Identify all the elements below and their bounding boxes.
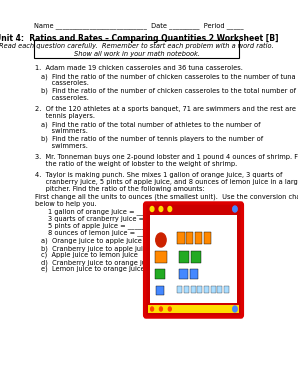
Circle shape <box>150 307 153 311</box>
Text: Liquid: Liquid <box>180 217 207 226</box>
Bar <box>148 305 239 313</box>
Text: Measurement: Measurement <box>166 224 221 230</box>
Bar <box>177 286 182 293</box>
Text: a)  Find the ratio of the total number of athletes to the number of: a) Find the ratio of the total number of… <box>41 121 260 127</box>
Circle shape <box>159 207 163 212</box>
Circle shape <box>233 306 237 312</box>
Text: =: = <box>169 255 176 264</box>
Text: 3.  Mr. Tonneman buys one 2-pound lobster and 1 pound 4 ounces of shrimp. Find: 3. Mr. Tonneman buys one 2-pound lobster… <box>35 154 298 160</box>
Circle shape <box>156 233 166 247</box>
Bar <box>179 251 189 263</box>
Bar <box>156 286 164 295</box>
Text: pitcher. Find the ratio of the following amounts:: pitcher. Find the ratio of the following… <box>35 186 205 192</box>
Text: 1.  Adam made 19 chicken casseroles and 36 tuna casseroles.: 1. Adam made 19 chicken casseroles and 3… <box>35 65 243 71</box>
Text: 2 pints: 2 pints <box>180 267 198 272</box>
Text: b)  Find the ratio of the number of chicken casseroles to the total number of: b) Find the ratio of the number of chick… <box>41 88 296 95</box>
Text: 4.  Taylor is making punch. She mixes 1 gallon of orange juice, 3 quarts of: 4. Taylor is making punch. She mixes 1 g… <box>35 172 283 178</box>
Bar <box>190 286 196 293</box>
Bar <box>191 251 201 263</box>
Text: Name ___________________________  Date _________  Period _____: Name ___________________________ Date __… <box>34 22 243 29</box>
Bar <box>34 40 239 58</box>
Bar <box>186 232 193 244</box>
Bar <box>210 286 216 293</box>
Bar <box>150 215 237 303</box>
Circle shape <box>168 307 171 311</box>
Text: 1 quart: 1 quart <box>151 258 171 263</box>
Bar <box>179 269 187 279</box>
Bar <box>184 286 189 293</box>
Bar <box>204 232 211 244</box>
Text: cranberry juice, 5 pints of apple juice, and 8 ounces of lemon juice in a large: cranberry juice, 5 pints of apple juice,… <box>35 179 298 185</box>
Text: =: = <box>169 273 176 282</box>
Bar <box>224 286 229 293</box>
Text: d)  Cranberry juice to orange juice: d) Cranberry juice to orange juice <box>41 259 156 266</box>
Text: 2.  Of the 120 athletes at a sports banquet, 71 are swimmers and the rest are: 2. Of the 120 athletes at a sports banqu… <box>35 106 296 112</box>
FancyBboxPatch shape <box>145 203 242 317</box>
Text: 1 gallon of orange juice = ________ ounces: 1 gallon of orange juice = ________ ounc… <box>49 208 190 215</box>
Text: a)  Orange juice to apple juice: a) Orange juice to apple juice <box>41 238 142 244</box>
Text: casseroles.: casseroles. <box>41 95 89 101</box>
Text: =: = <box>169 290 176 299</box>
Text: 1 cup: 1 cup <box>153 294 168 299</box>
Text: 1 pint: 1 pint <box>153 278 169 283</box>
Text: Unit 4:  Ratios and Rates – Comparing Quantities 2 Worksheet [B]: Unit 4: Ratios and Rates – Comparing Qua… <box>0 34 278 43</box>
Circle shape <box>150 207 154 212</box>
Text: 8 ounces: 8 ounces <box>195 297 219 302</box>
Bar <box>177 232 185 244</box>
Text: 8 ounces of lemon juice = _______ ounces: 8 ounces of lemon juice = _______ ounces <box>49 229 187 236</box>
Text: a)  Find the ratio of the number of chicken casseroles to the number of tuna: a) Find the ratio of the number of chick… <box>41 73 296 80</box>
Text: the ratio of the weight of lobster to the weight of shrimp.: the ratio of the weight of lobster to th… <box>35 161 238 167</box>
Bar <box>155 251 167 263</box>
Text: 4 quarts: 4 quarts <box>182 248 205 253</box>
Text: 3 quarts of cranberry juice = _______ ounces: 3 quarts of cranberry juice = _______ ou… <box>49 215 196 222</box>
Text: 5 pints of apple juice = _______ ounces: 5 pints of apple juice = _______ ounces <box>49 222 178 229</box>
Text: c)  Apple juice to lemon juice: c) Apple juice to lemon juice <box>41 252 138 259</box>
Text: b)  Find the ratio of the number of tennis players to the number of: b) Find the ratio of the number of tenni… <box>41 136 263 142</box>
Text: swimmers.: swimmers. <box>41 128 88 134</box>
Circle shape <box>168 207 172 212</box>
Circle shape <box>233 206 237 212</box>
Text: =: = <box>169 238 176 247</box>
Text: 2 cups: 2 cups <box>179 283 197 288</box>
Bar <box>155 269 165 279</box>
Text: swimmers.: swimmers. <box>41 143 88 149</box>
Text: e)  Lemon juice to orange juice: e) Lemon juice to orange juice <box>41 266 145 273</box>
Circle shape <box>159 307 162 311</box>
Bar <box>190 269 198 279</box>
Text: b)  Cranberry juice to apple juice: b) Cranberry juice to apple juice <box>41 245 151 252</box>
Text: First change all the units to ounces (the smallest unit).  Use the conversion ch: First change all the units to ounces (th… <box>35 194 298 200</box>
Bar <box>197 286 202 293</box>
Text: Show all work in your math notebook.: Show all work in your math notebook. <box>74 51 200 57</box>
Text: below to help you.: below to help you. <box>35 201 97 207</box>
Text: 1 gallon: 1 gallon <box>150 249 172 254</box>
Text: casseroles.: casseroles. <box>41 80 89 86</box>
Bar <box>195 232 202 244</box>
Bar <box>217 286 222 293</box>
Bar <box>204 286 209 293</box>
Text: Read each question carefully.  Remember to start each problem with a word ratio.: Read each question carefully. Remember t… <box>0 43 274 49</box>
Text: tennis players.: tennis players. <box>35 113 95 119</box>
